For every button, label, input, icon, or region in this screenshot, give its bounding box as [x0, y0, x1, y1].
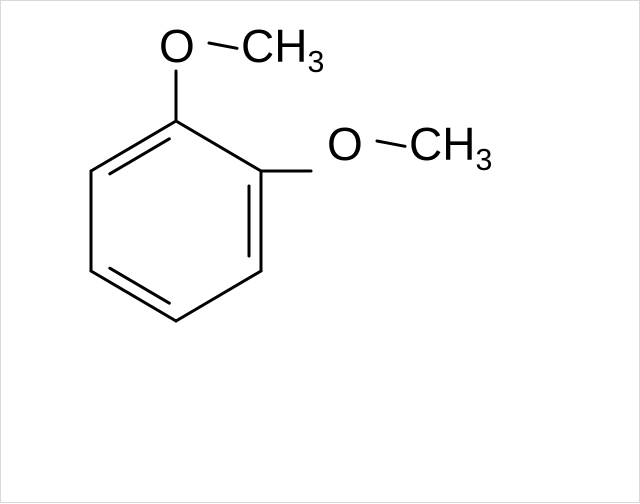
- oxygen-label: O: [159, 23, 195, 69]
- bond: [176, 121, 261, 171]
- bond: [377, 141, 405, 146]
- methyl-subscript: 3: [307, 46, 324, 79]
- bond: [91, 121, 176, 171]
- structure-canvas: OCH3OCH3: [0, 0, 640, 503]
- methyl-label: CH3: [409, 121, 492, 167]
- methyl-label: CH3: [241, 23, 324, 69]
- bond: [91, 271, 176, 321]
- oxygen-label: O: [327, 121, 363, 167]
- methyl-subscript: 3: [475, 144, 492, 177]
- bond: [209, 43, 237, 48]
- methyl-text: CH: [409, 118, 475, 170]
- methyl-text: CH: [241, 20, 307, 72]
- bond: [176, 271, 261, 321]
